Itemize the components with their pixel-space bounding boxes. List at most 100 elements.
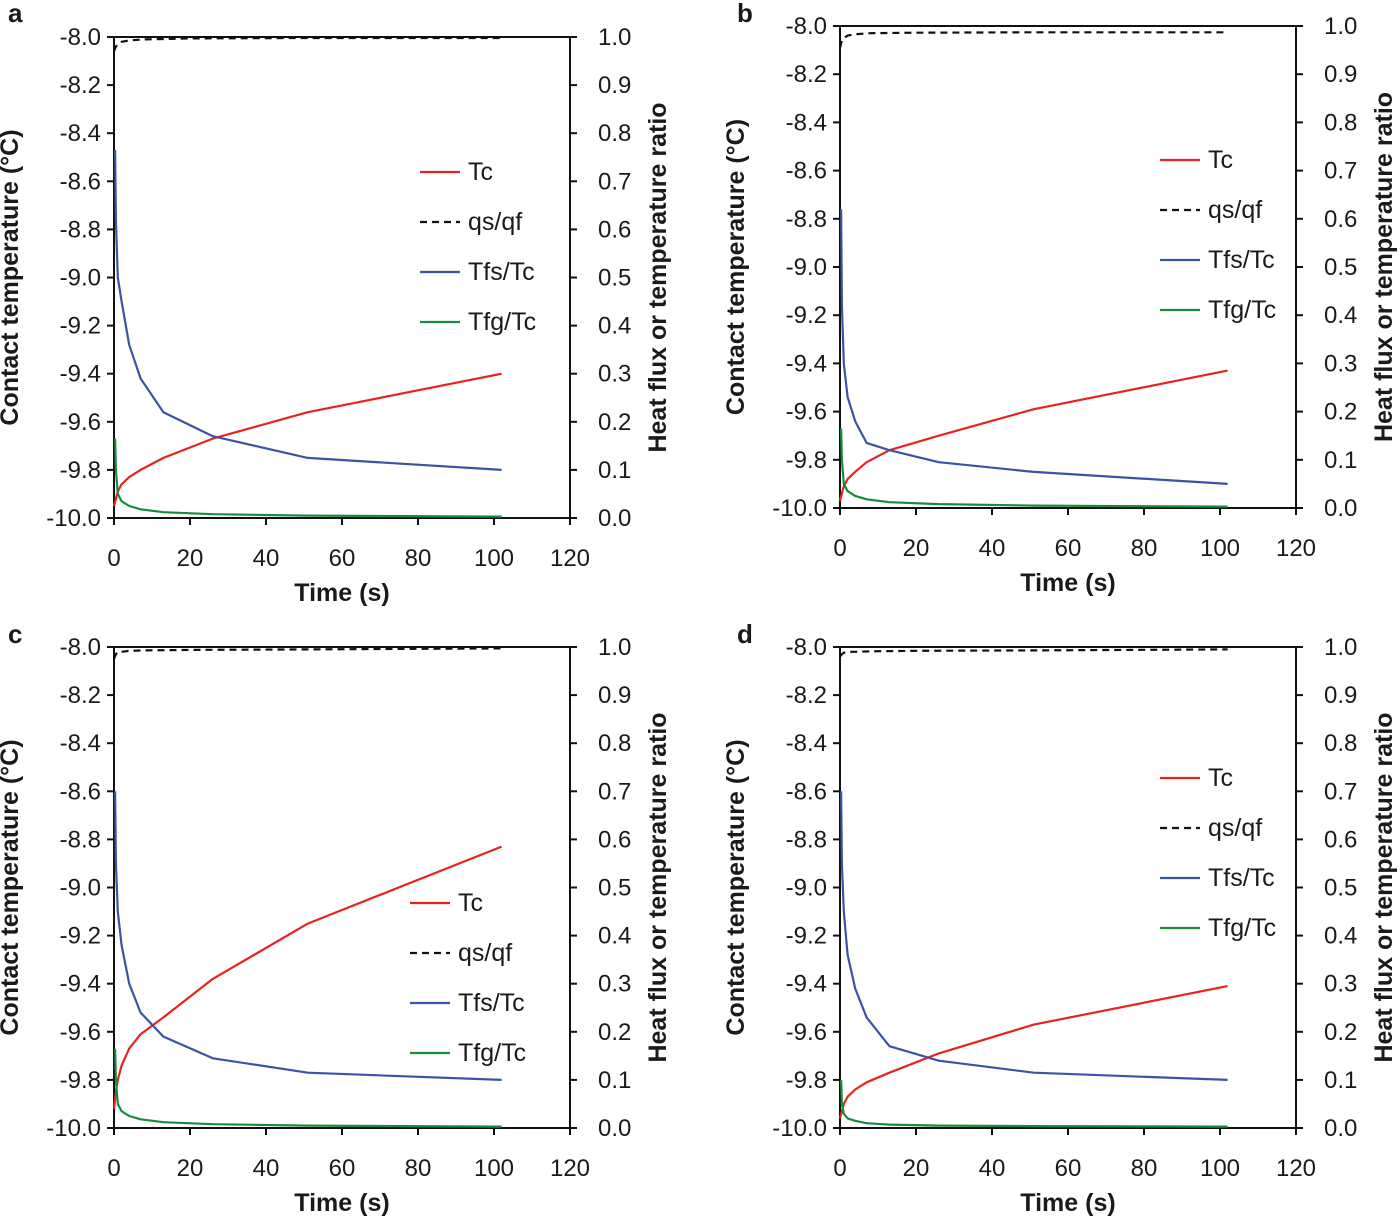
x-tick-label: 0 bbox=[833, 1155, 846, 1182]
legend-label: qs/qf bbox=[1208, 814, 1262, 842]
right-tick-label: 1.0 bbox=[1324, 13, 1357, 40]
legend-label: Tfg/Tc bbox=[468, 308, 536, 336]
right-tick-label: 0.1 bbox=[598, 1067, 631, 1094]
left-axis-title: Contact temperature (°C) bbox=[0, 739, 24, 1035]
x-axis-title: Time (s) bbox=[294, 1189, 389, 1217]
legend: Tc qs/qf Tfs/Tc Tfg/Tc bbox=[420, 158, 536, 336]
series-line-qs-qf bbox=[112, 36, 502, 52]
left-tick-label: -9.8 bbox=[786, 447, 827, 474]
left-tick-label: -8.0 bbox=[60, 24, 101, 51]
x-tick-label: 60 bbox=[329, 1155, 356, 1182]
x-tick-label: 40 bbox=[253, 1155, 280, 1182]
right-tick-label: 0.0 bbox=[1324, 495, 1357, 522]
left-tick-label: -10.0 bbox=[772, 495, 827, 522]
x-tick-label: 40 bbox=[253, 545, 280, 572]
right-tick-label: 0.2 bbox=[598, 1019, 631, 1046]
right-tick-label: 0.4 bbox=[598, 313, 631, 340]
right-tick-label: 0.5 bbox=[1324, 875, 1357, 902]
left-tick-label: -8.6 bbox=[60, 778, 101, 805]
left-tick-label: -8.2 bbox=[786, 682, 827, 709]
right-tick-label: 0.9 bbox=[1324, 61, 1357, 88]
panel-c: c -8.0 -8.2 -8.4 -8.6 -8.8 -9.0 -9.2 -9.4 -9.6 -9.… bbox=[0, 619, 672, 1217]
x-tick-label: 120 bbox=[1276, 535, 1316, 562]
left-tick-label: -9.8 bbox=[60, 1067, 101, 1094]
right-tick-label: 0.8 bbox=[1324, 730, 1357, 757]
right-tick-label: 1.0 bbox=[598, 24, 631, 51]
series-line-qs-qf bbox=[838, 31, 1228, 48]
left-tick-label: -10.0 bbox=[772, 1115, 827, 1142]
x-axis-title: Time (s) bbox=[294, 579, 389, 607]
right-tick-label: 0.7 bbox=[1324, 158, 1357, 185]
left-tick-label: -8.6 bbox=[786, 158, 827, 185]
right-tick-label: 0.9 bbox=[1324, 682, 1357, 709]
legend-label: Tfs/Tc bbox=[1208, 246, 1275, 274]
right-tick-label: 0.3 bbox=[1324, 971, 1357, 998]
left-axis-title: Contact temperature (°C) bbox=[722, 739, 750, 1035]
x-tick-label: 120 bbox=[1276, 1155, 1316, 1182]
series-line-tfg-tc bbox=[114, 1048, 502, 1128]
right-tick-label: 0.1 bbox=[598, 457, 631, 484]
x-tick-label: 100 bbox=[474, 1155, 514, 1182]
right-tick-label: 0.3 bbox=[598, 361, 631, 388]
series-line-qs-qf bbox=[112, 647, 502, 660]
x-tick-label: 80 bbox=[405, 545, 432, 572]
left-tick-label: -9.0 bbox=[60, 875, 101, 902]
panel-a: a -8.0 -8.2 -8.4 -8.6 -8.8 -9.0 -9.2 -9.4 -9.6 -9.… bbox=[0, 0, 672, 607]
series-line-tfs-tc bbox=[840, 791, 1228, 1081]
left-tick-label: -9.4 bbox=[60, 361, 101, 388]
right-tick-label: 0.7 bbox=[598, 168, 631, 195]
x-tick-label: 80 bbox=[405, 1155, 432, 1182]
series-line-tfg-tc bbox=[840, 1079, 1228, 1128]
series-line-qs-qf bbox=[839, 648, 1228, 658]
left-tick-label: -8.2 bbox=[60, 682, 101, 709]
right-tick-label: 0.6 bbox=[598, 826, 631, 853]
x-tick-label: 0 bbox=[833, 535, 846, 562]
right-tick-label: 0.7 bbox=[598, 778, 631, 805]
legend-label: Tfg/Tc bbox=[458, 1039, 526, 1067]
right-tick-label: 0.6 bbox=[1324, 206, 1357, 233]
x-tick-label: 120 bbox=[550, 1155, 590, 1182]
x-tick-label: 20 bbox=[903, 1155, 930, 1182]
right-tick-label: 0.6 bbox=[1324, 826, 1357, 853]
left-tick-label: -9.2 bbox=[786, 923, 827, 950]
right-tick-label: 0.5 bbox=[598, 875, 631, 902]
panel-label: d bbox=[737, 619, 753, 649]
right-axis-title: Heat flux or temperature ratio bbox=[1370, 712, 1398, 1062]
series-line-tc bbox=[838, 369, 1228, 502]
right-tick-label: 0.4 bbox=[1324, 302, 1357, 329]
right-tick-label: 1.0 bbox=[1324, 634, 1357, 661]
x-tick-label: 120 bbox=[550, 545, 590, 572]
legend: Tc qs/qf Tfs/Tc Tfg/Tc bbox=[1160, 764, 1276, 942]
left-tick-label: -8.2 bbox=[786, 61, 827, 88]
series-line-tfs-tc bbox=[114, 149, 502, 471]
left-tick-label: -9.4 bbox=[786, 971, 827, 998]
panel-d: d -8.0 -8.2 -8.4 -8.6 -8.8 -9.0 -9.2 -9.4 -9.6 -9.… bbox=[722, 619, 1398, 1217]
legend-label: Tc bbox=[1208, 146, 1233, 174]
panel-b: b -8.0 -8.2 -8.4 -8.6 -8.8 -9.0 -9.2 -9.4 -9.6 -9.… bbox=[722, 0, 1398, 597]
left-tick-label: -9.8 bbox=[786, 1067, 827, 1094]
legend-label: Tfg/Tc bbox=[1208, 914, 1276, 942]
left-tick-label: -8.4 bbox=[60, 120, 101, 147]
panel-label: c bbox=[8, 619, 22, 649]
left-tick-label: -9.0 bbox=[60, 265, 101, 292]
right-tick-label: 0.6 bbox=[598, 216, 631, 243]
right-tick-label: 0.7 bbox=[1324, 778, 1357, 805]
left-tick-label: -9.4 bbox=[786, 350, 827, 377]
right-tick-label: 0.0 bbox=[1324, 1115, 1357, 1142]
left-tick-label: -8.4 bbox=[786, 109, 827, 136]
left-tick-label: -8.4 bbox=[60, 730, 101, 757]
right-tick-label: 0.8 bbox=[598, 120, 631, 147]
left-tick-label: -8.8 bbox=[786, 826, 827, 853]
left-tick-label: -10.0 bbox=[46, 1115, 101, 1142]
x-tick-label: 100 bbox=[1200, 535, 1240, 562]
x-axis-title: Time (s) bbox=[1020, 1189, 1115, 1217]
series-line-tc bbox=[112, 845, 503, 1109]
x-tick-label: 0 bbox=[107, 545, 120, 572]
x-tick-label: 100 bbox=[1200, 1155, 1240, 1182]
right-tick-label: 0.1 bbox=[1324, 447, 1357, 474]
x-tick-label: 20 bbox=[903, 535, 930, 562]
series-line-tfg-tc bbox=[114, 438, 502, 518]
series-line-tfs-tc bbox=[114, 791, 502, 1081]
left-tick-label: -8.6 bbox=[60, 168, 101, 195]
